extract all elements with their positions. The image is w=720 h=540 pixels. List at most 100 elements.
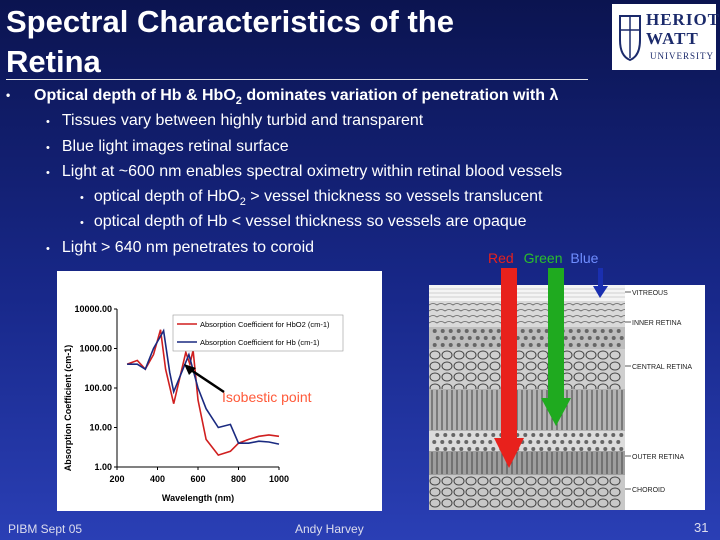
green-label: Green: [523, 250, 563, 266]
cell-body: [489, 372, 501, 382]
cell-dot: [584, 343, 589, 347]
layer-label-column: [625, 285, 705, 510]
cell-dot: [483, 336, 488, 340]
cell-body: [585, 372, 597, 382]
cell-dot: [571, 447, 576, 451]
cell-body: [597, 372, 609, 382]
cell-dot: [448, 440, 453, 444]
cell-dot: [608, 329, 613, 333]
legend-entry: Absorption Coefficient for Hb (cm-1): [200, 338, 320, 347]
cell-dot: [600, 440, 605, 444]
cell-dot: [491, 433, 496, 437]
subsub-text-rest: > vessel thickness so vessels translucen…: [245, 188, 543, 205]
cell-body: [429, 372, 441, 382]
cell-dot: [576, 329, 581, 333]
y-axis-title: Absorption Coefficient (cm-1): [63, 345, 73, 472]
cell-body: [429, 498, 441, 508]
cell-body: [585, 350, 597, 360]
cell-body: [573, 476, 585, 486]
cell-body: [513, 487, 525, 497]
cell-body: [453, 350, 465, 360]
bullet-dot-icon: •: [46, 116, 50, 128]
cell-dot: [571, 336, 576, 340]
cell-dot: [440, 343, 445, 347]
cell-dot: [443, 433, 448, 437]
penetration-arrows: [494, 268, 608, 468]
cell-body: [609, 361, 621, 371]
y-tick-label: 1000.00: [79, 344, 112, 354]
cell-dot: [611, 447, 616, 451]
title-underline: [6, 79, 588, 80]
cell-dot: [459, 336, 464, 340]
cell-dot: [443, 336, 448, 340]
page-number: 31: [694, 520, 709, 535]
cell-dot: [475, 447, 480, 451]
chart-legend: Absorption Coefficient for HbO2 (cm-1) Ab…: [172, 314, 344, 352]
cell-body: [477, 350, 489, 360]
cell-dot: [491, 336, 496, 340]
cell-dot: [520, 343, 525, 347]
sub-bullet-4: • Light > 640 nm penetrates to coroid: [46, 235, 314, 262]
logo-line-1: HERIOT: [646, 10, 720, 29]
cell-dot: [432, 343, 437, 347]
cell-dot: [576, 440, 581, 444]
bullet-dot-icon: •: [80, 217, 84, 229]
cell-body: [441, 498, 453, 508]
cell-body: [465, 350, 477, 360]
cell-dot: [523, 336, 528, 340]
cell-dot: [547, 433, 552, 437]
cell-dot: [440, 440, 445, 444]
logo-line-3: UNIVERSITY: [650, 51, 714, 61]
cell-dot: [592, 329, 597, 333]
legend-box: [172, 314, 344, 352]
cell-dot: [459, 433, 464, 437]
cell-body: [429, 476, 441, 486]
cell-dot: [456, 329, 461, 333]
cell-dot: [544, 329, 549, 333]
cell-body: [453, 498, 465, 508]
cell-dot: [539, 336, 544, 340]
cell-body: [561, 498, 573, 508]
cell-dot: [496, 329, 501, 333]
cell-dot: [563, 447, 568, 451]
cell-body: [525, 361, 537, 371]
cell-dot: [568, 329, 573, 333]
retina-diagram: VITREOUS INNER RETINA CENTRAL RETINA OUTER …: [428, 285, 705, 510]
cell-dot: [459, 447, 464, 451]
absorption-chart-svg: 1.00 10.00 100.00 1000.00 10000.00 200 400 600 8…: [63, 304, 344, 503]
cell-body: [453, 476, 465, 486]
cell-dot: [488, 343, 493, 347]
retina-layer-label: INNER RETINA: [632, 320, 682, 327]
cell-dot: [464, 440, 469, 444]
sub-bullet-text: Blue light images retinal surface: [61, 138, 289, 155]
cell-body: [609, 487, 621, 497]
subsub-bullet-1: • optical depth of HbO2 > vessel thicknes…: [80, 184, 542, 215]
sub-bullet-3: • Light at ~600 nm enables spectral oxime…: [46, 159, 562, 186]
cell-dot: [528, 343, 533, 347]
y-tick-label: 10.00: [89, 423, 112, 433]
cell-body: [489, 476, 501, 486]
cell-dot: [611, 433, 616, 437]
cell-dot: [592, 343, 597, 347]
cell-body: [477, 487, 489, 497]
cell-body: [501, 498, 513, 508]
cell-body: [441, 372, 453, 382]
bullet-dot-icon: •: [6, 88, 11, 102]
cell-body: [489, 361, 501, 371]
cell-body: [597, 487, 609, 497]
cell-body: [561, 487, 573, 497]
fiber-layer-line: [428, 303, 630, 306]
cell-dot: [619, 336, 624, 340]
cell-dot: [435, 336, 440, 340]
cell-dot: [451, 336, 456, 340]
cell-dot: [480, 440, 485, 444]
cell-body: [525, 372, 537, 382]
cell-dot: [472, 343, 477, 347]
cell-dot: [536, 329, 541, 333]
cell-dot: [571, 433, 576, 437]
cell-dot: [451, 433, 456, 437]
cell-body: [549, 498, 561, 508]
cell-body: [513, 476, 525, 486]
isobestic-arrow: [184, 364, 225, 394]
x-tick-label: 800: [231, 474, 246, 484]
